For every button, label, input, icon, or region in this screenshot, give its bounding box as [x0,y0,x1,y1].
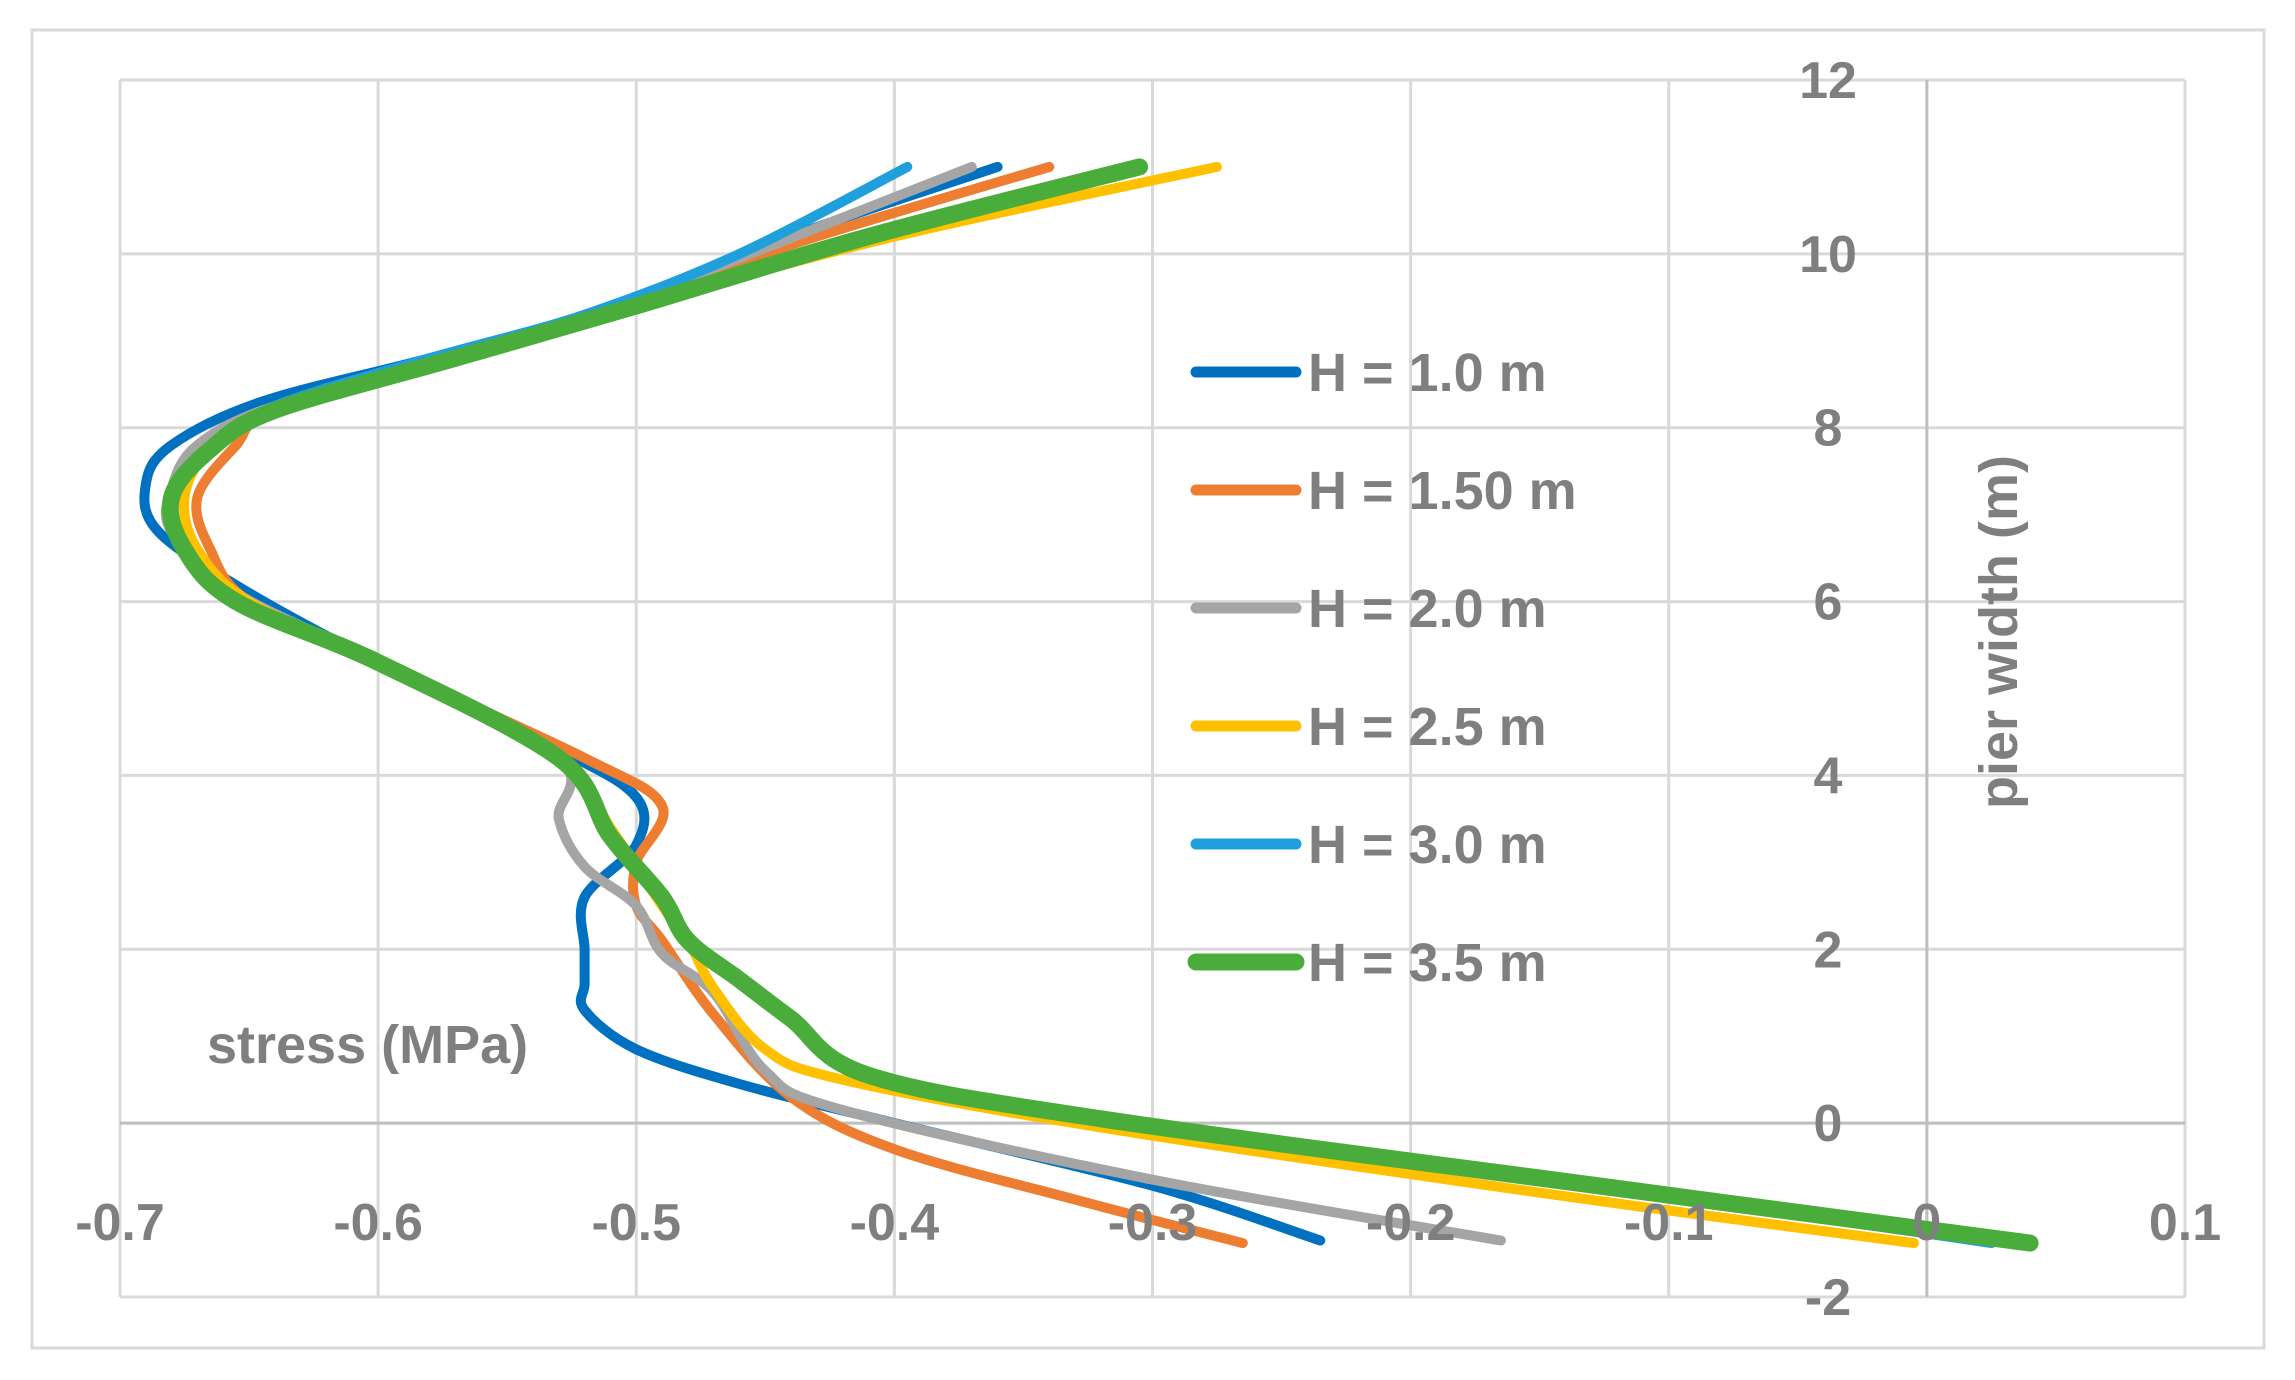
y-tick-label: 6 [1814,574,1843,632]
x-axis-title: stress (MPa) [207,1015,528,1075]
x-tick-label: 0.1 [2149,1194,2221,1252]
y-tick-label: 10 [1799,226,1857,284]
y-tick-label: 4 [1814,747,1843,805]
chart-frame [30,28,2266,1350]
legend-label-2: H = 1.50 m [1308,461,1577,521]
vertical-gridlines [118,80,2187,1297]
x-tick-label: -0.6 [333,1194,423,1252]
legend: H = 1.0 m H = 1.50 m H = 2.0 m H = 2.5 m H =… [1187,343,1577,993]
y-tick-labels: -2 0 2 4 6 8 10 12 [1799,52,1857,1327]
x-tick-label: -0.1 [1624,1194,1714,1252]
y-tick-label: 8 [1814,400,1843,458]
x-tick-label: -0.5 [591,1194,681,1252]
y-tick-label: 0 [1814,1095,1843,1153]
x-tick-label: -0.3 [1108,1194,1198,1252]
y-tick-label: -2 [1805,1269,1851,1327]
legend-label-6: H = 3.5 m [1308,933,1547,993]
series-line-6 [161,158,2039,1252]
legend-label-4: H = 2.5 m [1308,697,1547,757]
x-tick-label: -0.4 [850,1194,940,1252]
legend-label-3: H = 2.0 m [1308,579,1547,639]
legend-label-1: H = 1.0 m [1308,343,1547,403]
x-tick-label: -0.7 [75,1194,165,1252]
x-tick-label: -0.2 [1366,1194,1456,1252]
x-tick-label: 0 [1912,1194,1941,1252]
y-tick-label: 12 [1799,52,1857,110]
y-tick-label: 2 [1814,921,1843,979]
legend-label-5: H = 3.0 m [1308,815,1547,875]
x-tick-labels: -0.7 -0.6 -0.5 -0.4 -0.3 -0.2 -0.1 0 0.1 [75,1194,2221,1252]
series-lines [139,158,2039,1252]
y-axis-title: pier width (m) [1969,455,2029,809]
